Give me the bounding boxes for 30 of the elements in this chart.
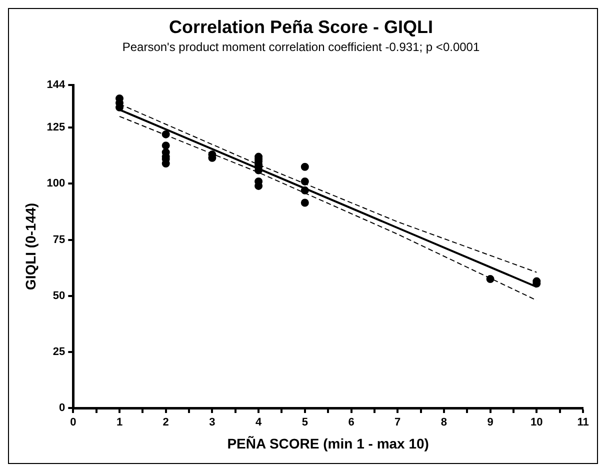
x-tick-label: 9 [487, 416, 494, 429]
point [162, 142, 170, 150]
y-tick-label: 75 [52, 234, 66, 246]
x-tick-label: 0 [70, 416, 76, 429]
x-tick-label: 2 [162, 416, 169, 429]
point [300, 162, 309, 171]
point [300, 186, 309, 194]
x-tick-label: 10 [530, 416, 543, 429]
y-tick-label: 100 [46, 178, 66, 190]
y-tick-label: 25 [52, 346, 66, 358]
x-tick-label: 4 [255, 416, 262, 429]
y-tick-label: 144 [46, 79, 66, 92]
x-axis-title: PEÑA SCORE (min 1 - max 10) [227, 435, 429, 452]
y-tick-label: 50 [52, 290, 66, 302]
x-tick-label: 7 [394, 416, 401, 429]
x-tick-label: 1 [116, 416, 123, 429]
y-axis-title: GIQLI (0-144) [22, 202, 38, 290]
y-tick-label: 0 [59, 402, 66, 414]
x-tick-label: 6 [348, 416, 354, 429]
x-tick-label: 5 [302, 416, 308, 429]
y-tick-label: 125 [46, 122, 66, 134]
x-tick-label: 3 [209, 416, 216, 429]
point [300, 177, 309, 186]
point [486, 275, 494, 284]
x-tick-label: 11 [577, 416, 589, 429]
chart-title: Correlation Peña Score - GIQLI [168, 16, 434, 37]
point [300, 198, 309, 207]
x-tick-label: 8 [440, 416, 448, 429]
point [162, 130, 170, 138]
chart-subtitle: Pearson's product moment correlation coefficient -0.931; p <0.0001 [122, 40, 480, 54]
